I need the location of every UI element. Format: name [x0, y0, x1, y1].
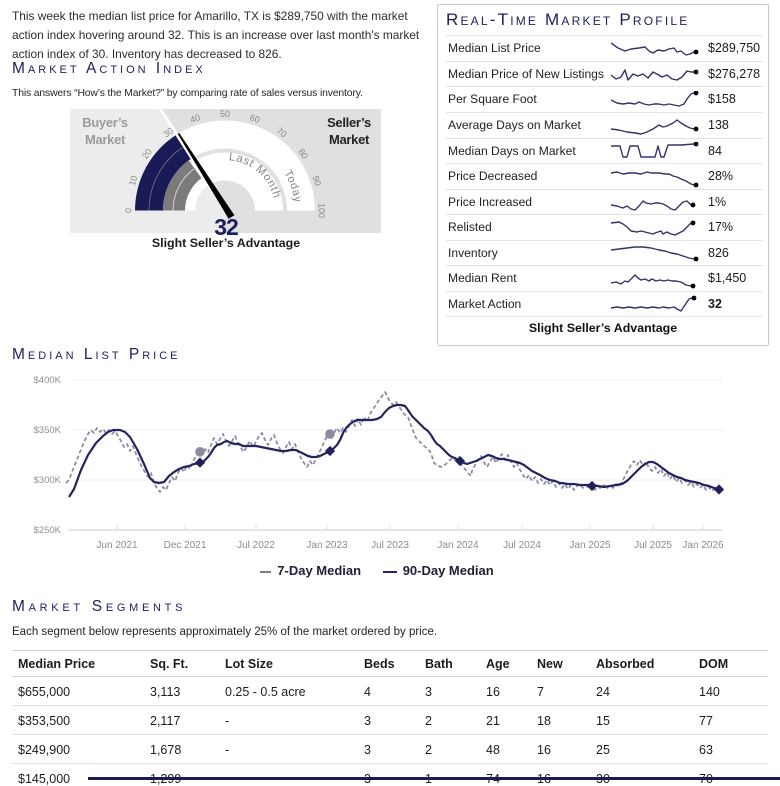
svg-text:Jul 2022: Jul 2022: [237, 540, 275, 551]
svg-text:Jul 2025: Jul 2025: [634, 540, 672, 551]
svg-text:20: 20: [140, 147, 154, 161]
svg-text:Jul 2023: Jul 2023: [371, 540, 409, 551]
svg-text:90: 90: [310, 174, 323, 187]
svg-text:Jan 2024: Jan 2024: [437, 540, 479, 551]
svg-text:Jul 2024: Jul 2024: [503, 540, 541, 551]
svg-text:Jan 2025: Jan 2025: [569, 540, 611, 551]
svg-text:Jan 2023: Jan 2023: [306, 540, 348, 551]
svg-text:50: 50: [220, 109, 230, 119]
svg-text:Dec 2021: Dec 2021: [164, 540, 207, 551]
svg-text:Jan 2026: Jan 2026: [682, 540, 724, 551]
svg-text:$400K: $400K: [34, 375, 62, 386]
svg-text:Jun 2021: Jun 2021: [96, 540, 138, 551]
svg-text:60: 60: [248, 112, 261, 125]
svg-text:100: 100: [317, 203, 327, 218]
svg-text:10: 10: [127, 174, 140, 187]
svg-text:80: 80: [296, 147, 310, 161]
svg-text:$350K: $350K: [34, 425, 62, 436]
svg-text:70: 70: [275, 125, 289, 139]
svg-text:$300K: $300K: [34, 475, 62, 486]
svg-text:$250K: $250K: [34, 525, 62, 536]
svg-text:0: 0: [124, 208, 134, 213]
svg-text:40: 40: [189, 112, 202, 125]
